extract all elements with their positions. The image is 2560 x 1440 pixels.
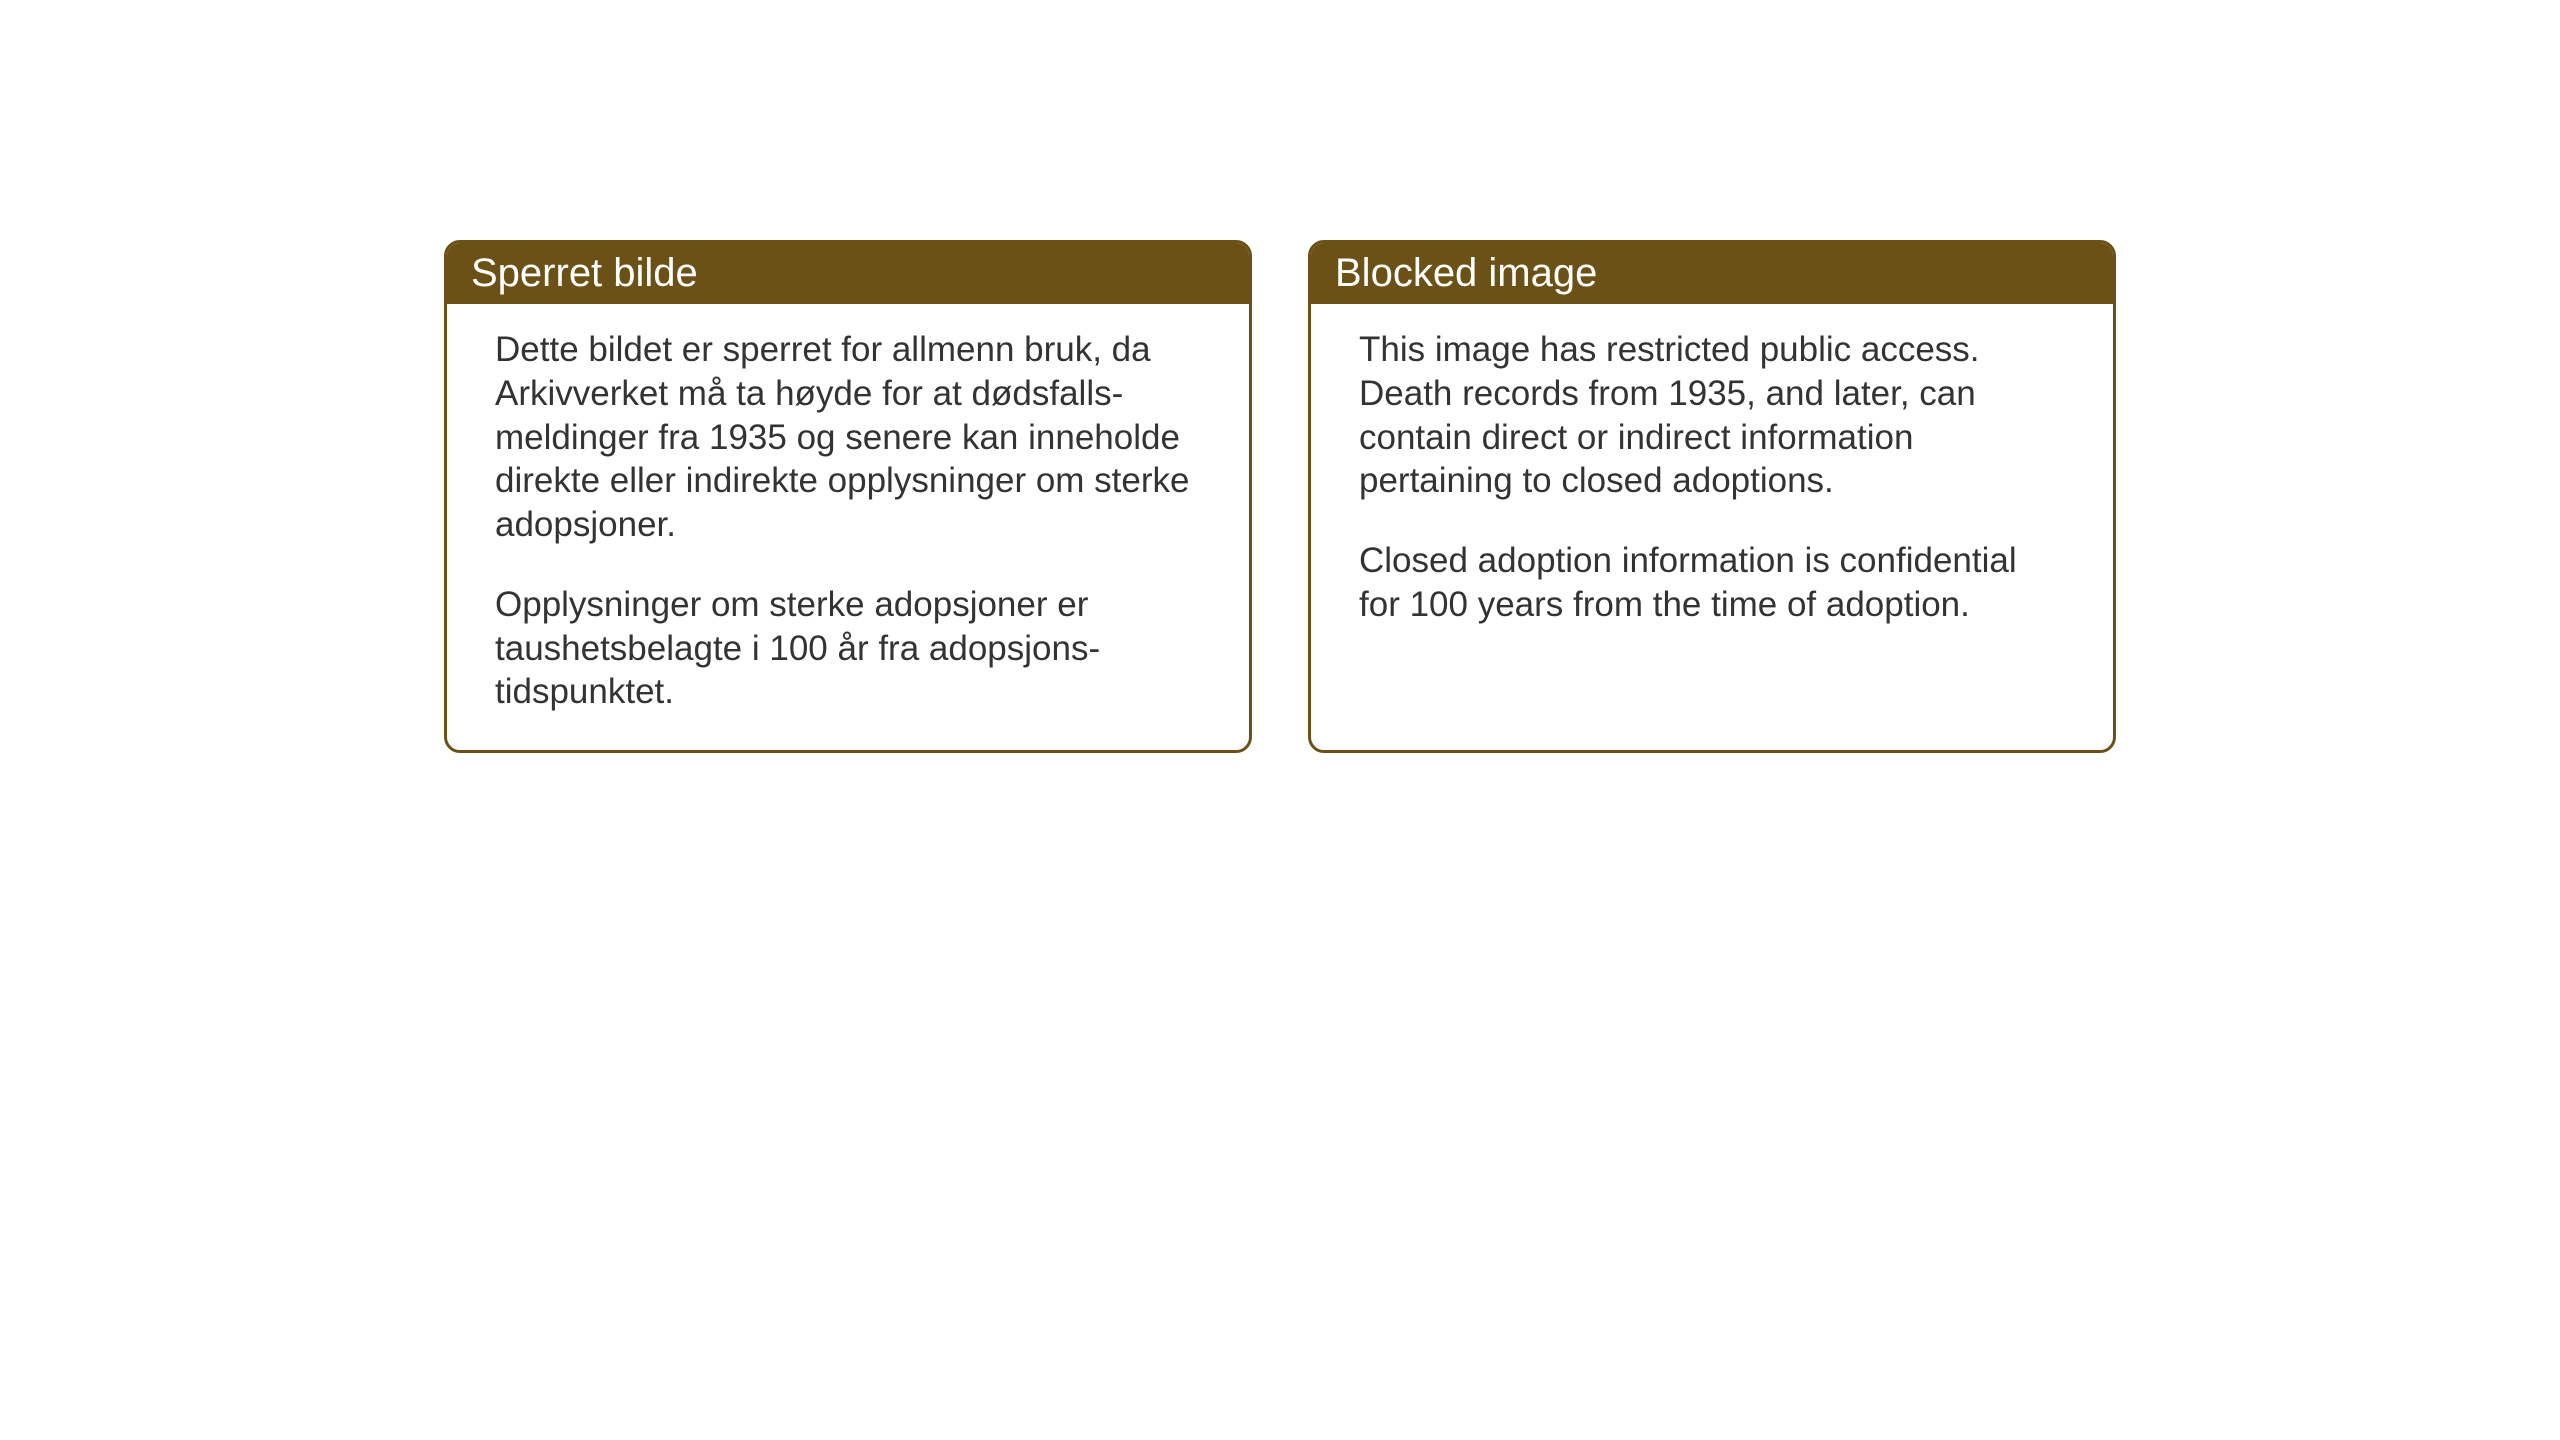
notice-container: Sperret bilde Dette bildet er sperret fo… — [444, 240, 2116, 753]
norwegian-card-title: Sperret bilde — [471, 251, 698, 295]
english-paragraph-2: Closed adoption information is confident… — [1359, 539, 2065, 627]
norwegian-paragraph-1: Dette bildet er sperret for allmenn bruk… — [495, 328, 1201, 547]
norwegian-paragraph-2: Opplysninger om sterke adopsjoner er tau… — [495, 583, 1201, 714]
norwegian-card: Sperret bilde Dette bildet er sperret fo… — [444, 240, 1252, 753]
english-card-title: Blocked image — [1335, 251, 1597, 295]
english-card-body: This image has restricted public access.… — [1311, 304, 2113, 663]
norwegian-card-header: Sperret bilde — [447, 243, 1249, 304]
norwegian-card-body: Dette bildet er sperret for allmenn bruk… — [447, 304, 1249, 750]
english-paragraph-1: This image has restricted public access.… — [1359, 328, 2065, 503]
english-card-header: Blocked image — [1311, 243, 2113, 304]
english-card: Blocked image This image has restricted … — [1308, 240, 2116, 753]
